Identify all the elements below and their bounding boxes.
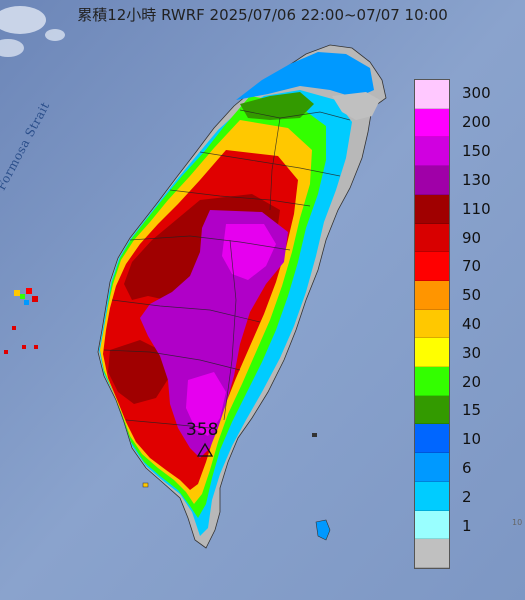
legend-label: 300 [462, 84, 491, 103]
legend-label: 2 [462, 487, 472, 506]
legend-swatch [415, 309, 449, 339]
legend-swatch [415, 510, 449, 540]
legend-swatch [415, 166, 449, 195]
legend-swatch [415, 338, 449, 368]
legend-label: 70 [462, 257, 482, 276]
legend-swatch [415, 108, 449, 138]
legend-labels: 300 200 150 130 110 90 70 50 40 30 20 15 10 6 2 1 [462, 79, 522, 569]
legend-swatch [415, 481, 449, 511]
rain-zone-magenta-south [186, 372, 226, 436]
xiaoliuqiu-island [142, 482, 149, 488]
cloud-texture [0, 6, 65, 57]
rain-zone-north [236, 52, 374, 100]
legend-swatch [415, 252, 449, 281]
legend-swatch [415, 194, 449, 224]
legend-swatch [415, 395, 449, 425]
legend-label: 40 [462, 315, 482, 333]
rain-zone-darkred-south [108, 340, 170, 404]
rain-zone-northeast-gray [332, 92, 380, 120]
legend-label: 130 [462, 170, 491, 189]
legend-swatch [415, 453, 449, 482]
legend-swatch [415, 367, 449, 396]
legend-label: 50 [462, 286, 482, 305]
legend-label: 20 [462, 372, 482, 391]
legend-label: 200 [462, 113, 491, 132]
legend-label: 110 [462, 199, 491, 218]
penghu-islands [4, 288, 38, 354]
county-boundaries [103, 109, 351, 429]
max-value-label: 358 [186, 420, 219, 440]
legend-swatch [415, 137, 449, 167]
legend-label: 30 [462, 343, 482, 362]
edge-mark: 10 [512, 518, 523, 527]
legend-label: 6 [462, 459, 472, 478]
legend-label: 1 [462, 516, 472, 535]
legend-swatch [415, 280, 449, 310]
legend-swatch [415, 80, 449, 109]
legend-swatch [415, 539, 449, 568]
east-islands [312, 433, 331, 541]
legend-label: 15 [462, 401, 482, 420]
rain-zone-magenta [222, 224, 276, 280]
legend-swatch [415, 424, 449, 454]
color-legend [414, 79, 450, 569]
max-marker-triangle-icon [196, 442, 214, 457]
map-title: 累積12小時 RWRF 2025/07/06 22:00~07/07 10:00 [77, 6, 448, 24]
legend-label: 150 [462, 142, 491, 161]
legend-swatch [415, 223, 449, 253]
legend-label: 90 [462, 228, 482, 247]
rain-zone-north-green [240, 92, 314, 120]
legend-label: 10 [462, 430, 482, 449]
